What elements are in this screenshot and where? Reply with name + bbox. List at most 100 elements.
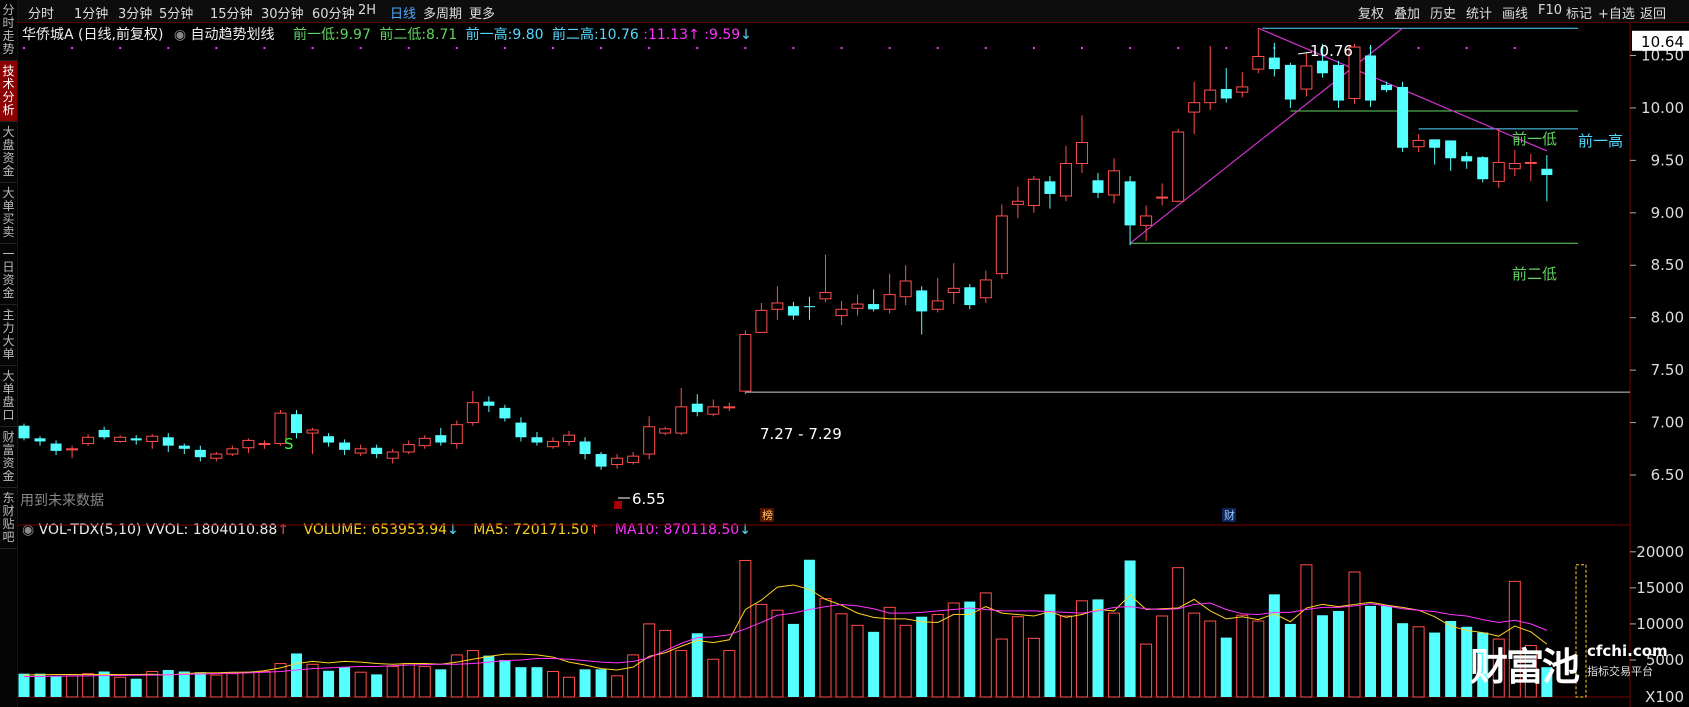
side-tab-4[interactable]: 一日资金 xyxy=(0,244,17,305)
volume-info-line: ◉ VOL-TDX(5,10) VVOL: 1804010.88↑ VOLUME… xyxy=(22,522,751,538)
candle-body xyxy=(1284,64,1296,100)
candle-body xyxy=(1316,60,1328,74)
volume-bar xyxy=(1092,599,1104,697)
candle-body xyxy=(675,406,688,434)
candle-body xyxy=(627,455,640,463)
volume-bar xyxy=(931,614,944,698)
ma10-value: MA10: 870118.50 xyxy=(614,522,740,538)
top-dot-marker xyxy=(936,47,939,49)
volume-bar xyxy=(787,623,799,697)
candle-body xyxy=(979,279,992,299)
candle-body xyxy=(691,403,703,413)
price-tick-label: 9.00 xyxy=(1651,204,1684,222)
period-tab-2[interactable]: 3分钟 xyxy=(118,7,153,22)
stock-name[interactable]: 华侨城A (日线,前复权) xyxy=(22,27,164,43)
period-tab-8[interactable]: 日线 xyxy=(390,7,417,22)
top-dot-marker xyxy=(1129,47,1132,49)
top-dot-marker xyxy=(119,47,122,49)
candle-body xyxy=(1268,57,1280,70)
top-dot-marker xyxy=(311,47,314,49)
side-tab-1[interactable]: 技术分析 xyxy=(0,61,17,122)
volume-toggle-icon[interactable]: ◉ xyxy=(22,522,35,538)
volume-bar xyxy=(1124,560,1136,697)
candle-body xyxy=(964,287,976,306)
volume-bar xyxy=(1059,615,1072,698)
volume-bar xyxy=(1492,638,1505,698)
indicator-toggle-icon[interactable]: ◉ xyxy=(173,27,187,43)
volume-bar xyxy=(1284,623,1296,697)
volume-bar xyxy=(659,629,672,698)
tool-button-1[interactable]: 叠加 xyxy=(1394,7,1421,22)
tool-button-4[interactable]: 画线 xyxy=(1502,7,1529,22)
tool-button-7[interactable]: +自选 xyxy=(1598,7,1635,22)
candle-body xyxy=(611,457,624,466)
high-marker-arrow xyxy=(1297,51,1313,55)
tool-button-8[interactable]: 返回 xyxy=(1640,7,1667,22)
candle-body xyxy=(531,437,543,443)
side-tab-8[interactable]: 东财贴吧 xyxy=(0,488,17,549)
volume-value: VOLUME: 653953.94 xyxy=(303,522,448,538)
side-tab-0[interactable]: 分时走势 xyxy=(0,0,17,61)
tool-button-0[interactable]: 复权 xyxy=(1358,7,1385,22)
period-tab-9[interactable]: 多周期 xyxy=(423,7,463,22)
side-tab-2[interactable]: 大盘资金 xyxy=(0,122,17,183)
candle-body xyxy=(450,424,463,445)
gap-range-label: 7.27 - 7.29 xyxy=(760,425,842,443)
tool-button-5[interactable]: F10 xyxy=(1538,3,1563,18)
volume-bar xyxy=(1365,605,1377,697)
period-tab-4[interactable]: 15分钟 xyxy=(210,7,253,22)
tool-button-3[interactable]: 统计 xyxy=(1466,7,1493,22)
period-tab-10[interactable]: 更多 xyxy=(469,7,496,22)
tool-button-2[interactable]: 历史 xyxy=(1430,7,1457,22)
candle-body xyxy=(499,407,511,419)
side-tab-5[interactable]: 主力大单 xyxy=(0,305,17,366)
cai-icon-bg xyxy=(1222,508,1236,522)
prev-low2-value: 8.71 xyxy=(426,27,458,43)
volume-tick-label: 20000 xyxy=(1636,543,1684,561)
period-tab-1[interactable]: 1分钟 xyxy=(74,7,109,22)
top-dot-marker xyxy=(1513,47,1516,49)
watermark-main: 财富池 xyxy=(1470,645,1580,689)
side-tab-3[interactable]: 大单买卖 xyxy=(0,183,17,244)
candle-body xyxy=(1381,84,1393,91)
tool-button-6[interactable]: 标记 xyxy=(1566,7,1593,22)
candle-body xyxy=(1140,215,1153,226)
volume-bar xyxy=(258,670,271,698)
volume-bar xyxy=(691,633,703,697)
volume-indicator-name[interactable]: VOL-TDX(5,10) xyxy=(38,522,142,538)
candle-body xyxy=(1092,180,1104,193)
volume-bar xyxy=(1541,667,1553,697)
period-tab-3[interactable]: 5分钟 xyxy=(159,7,194,22)
period-tab-7[interactable]: 2H xyxy=(358,3,377,18)
candle-body xyxy=(371,447,383,455)
candle-body xyxy=(1445,140,1457,159)
volume-bar xyxy=(466,650,479,698)
volume-bar xyxy=(306,663,319,698)
candle-body xyxy=(1477,157,1489,180)
top-dot-marker xyxy=(792,47,795,49)
volume-tick-label: 10000 xyxy=(1636,615,1684,633)
high-marker-label: 10.76 xyxy=(1310,42,1353,60)
period-tab-6[interactable]: 60分钟 xyxy=(312,7,355,22)
volume-bar xyxy=(1172,567,1185,698)
period-tab-0[interactable]: 分时 xyxy=(28,7,55,22)
side-tab-7[interactable]: 财富资金 xyxy=(0,427,17,488)
candle-body xyxy=(1011,200,1024,205)
volume-bar xyxy=(707,658,720,698)
top-dot-marker xyxy=(215,47,218,49)
candle-body xyxy=(402,444,415,453)
period-tab-5[interactable]: 30分钟 xyxy=(261,7,304,22)
candle-body xyxy=(1365,55,1377,101)
indicator-name[interactable]: 自动趋势划线 xyxy=(190,27,275,43)
candle-body xyxy=(1044,181,1056,194)
volume-bar xyxy=(194,672,206,697)
candle-body xyxy=(868,304,880,310)
indicator-info-line: 华侨城A (日线,前复权) ◉ 自动趋势划线 前一低:9.97 前二低:8.71… xyxy=(22,27,752,43)
volume-bar xyxy=(499,659,511,697)
candle-body xyxy=(1188,102,1201,113)
side-tab-6[interactable]: 大单盘口 xyxy=(0,366,17,427)
volume-bar xyxy=(1397,623,1409,697)
candle-body xyxy=(947,287,960,294)
candle-body xyxy=(386,451,399,459)
